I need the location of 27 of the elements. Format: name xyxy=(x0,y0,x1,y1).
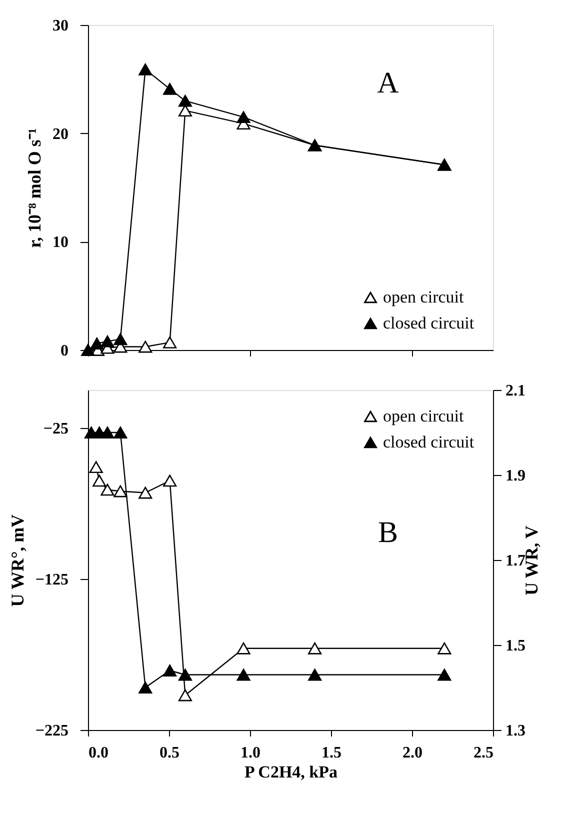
legend-label: closed circuit xyxy=(383,314,474,332)
y-tick-label: 20 xyxy=(52,126,68,143)
x-tick-label: 0.0 xyxy=(88,744,108,762)
y2-tick-label: 2.1 xyxy=(506,382,526,400)
x-tick-label: 0.5 xyxy=(160,744,180,762)
legend-label: open circuit xyxy=(383,288,464,306)
x-tick-label: 2.5 xyxy=(474,744,494,762)
x-tick-label: 1.0 xyxy=(240,744,260,762)
y-axis-title: r, 10⁻⁸ mol O s⁻¹ xyxy=(24,128,44,248)
y2-tick-label: 1.7 xyxy=(506,552,526,570)
y2-tick-label: 1.9 xyxy=(506,468,526,484)
y-tick-label: 30 xyxy=(52,18,68,34)
y-tick-label: −225 xyxy=(35,722,68,740)
x-axis-title: P C2H4, kPa xyxy=(244,762,338,782)
legend-label: closed circuit xyxy=(383,432,474,452)
legend-label: open circuit xyxy=(383,406,464,426)
x-tick-label: 2.0 xyxy=(402,744,422,762)
y-tick-label: 10 xyxy=(52,234,68,252)
y-tick-label: 0 xyxy=(60,342,68,360)
y2-tick-label: 1.3 xyxy=(506,722,526,740)
annotation: B xyxy=(378,516,398,549)
y-tick-label: −125 xyxy=(35,571,68,588)
y-tick-label: −25 xyxy=(43,420,68,438)
y-axis-title: U WR°, mV xyxy=(7,514,28,607)
annotation: A xyxy=(377,66,400,100)
x-tick-label: 1.5 xyxy=(322,744,342,762)
y2-tick-label: 1.5 xyxy=(506,638,526,654)
